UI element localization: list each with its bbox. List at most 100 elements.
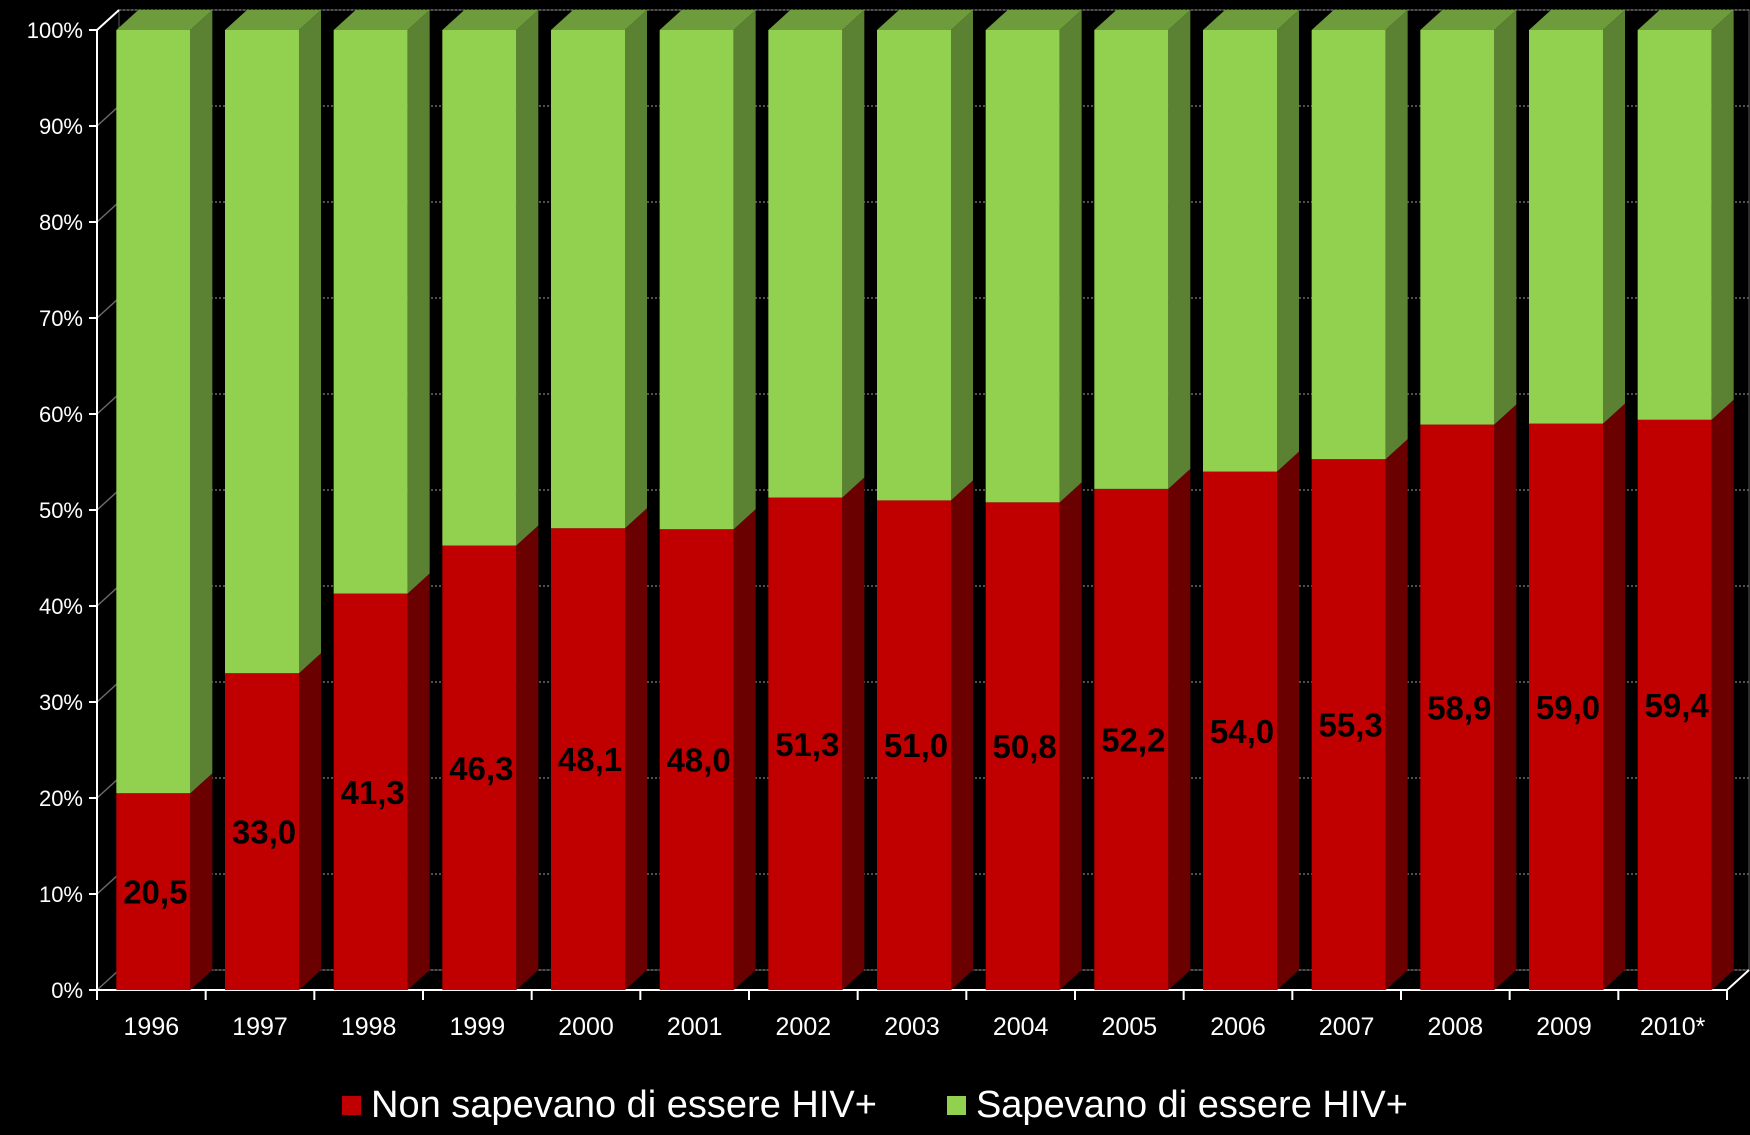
bar-red-side [1603, 403, 1625, 991]
bar-red [1637, 419, 1712, 990]
bar-red-side [1059, 482, 1082, 990]
y-axis-depth-line [96, 9, 120, 31]
data-label: 55,3 [1319, 707, 1383, 744]
bar-stack [1637, 10, 1734, 990]
data-label: 51,3 [775, 726, 839, 763]
bar-red [877, 500, 951, 990]
bar-stack [551, 10, 647, 990]
gridline-side [96, 969, 120, 991]
legend-label-aware: Sapevano di essere HIV+ [975, 1083, 1408, 1126]
x-tick-label: 2004 [993, 1013, 1049, 1041]
data-label: 50,8 [993, 728, 1057, 765]
bar-green [442, 30, 517, 546]
bar-stack [985, 10, 1082, 990]
bar-green [1637, 30, 1712, 420]
bar-red [659, 529, 734, 990]
bar-green-side [407, 10, 430, 594]
bar-green-top [1637, 10, 1734, 30]
x-tick-label: 2001 [667, 1013, 723, 1041]
bar-stack [1094, 10, 1191, 990]
gridline-side [96, 873, 120, 895]
x-tick-label: 2008 [1428, 1013, 1484, 1041]
bar-red [442, 545, 517, 990]
gridline-side [96, 105, 120, 127]
y-tick-label: 40% [39, 594, 83, 619]
bar-red [551, 528, 625, 990]
y-tick-label: 60% [39, 402, 83, 427]
bar-green-top [1420, 10, 1517, 30]
bar-green-side [951, 10, 973, 501]
x-tick-label: 2005 [1102, 1013, 1158, 1041]
legend-item-unaware: Non sapevano di essere HIV+ [342, 1084, 877, 1127]
bar-stack [1203, 10, 1299, 991]
bar-stack [877, 10, 973, 990]
y-tick-label: 10% [39, 882, 83, 907]
data-labels: 20,5 33,0 41,3 46,3 48,1 48,0 51,3 51,0 50,8 52,2… [123, 687, 1709, 911]
bar-green [1311, 30, 1386, 460]
x-tick-label: 1996 [124, 1013, 180, 1041]
bar-red-side [299, 653, 321, 990]
bar-red [985, 502, 1060, 990]
bar-green-side [1603, 10, 1625, 424]
y-tick-label: 90% [39, 114, 83, 139]
bar-green-top [116, 10, 213, 30]
bar-stack [442, 10, 539, 990]
bar-green-side [516, 10, 539, 546]
x-tick-label: 2009 [1536, 1013, 1592, 1041]
bar-green-side [1711, 10, 1734, 420]
bar-green-side [1385, 10, 1408, 460]
y-tick-label: 50% [39, 498, 83, 523]
y-tick-label: 80% [39, 210, 83, 235]
x-tick-label: 2000 [558, 1013, 614, 1041]
bar-stack [225, 10, 321, 990]
bar-red [333, 593, 408, 990]
bar-stack [1529, 10, 1625, 991]
bar-green [551, 30, 625, 529]
bar-green [225, 30, 299, 674]
bar-red-side [1494, 404, 1517, 990]
bar-stack [659, 10, 756, 990]
bar-red-side [1168, 468, 1191, 990]
bars [116, 10, 1734, 991]
bar-red [1203, 471, 1277, 991]
y-tick-label: 30% [39, 690, 83, 715]
bar-green [333, 30, 408, 594]
gridline-side [96, 201, 120, 223]
bar-green [1203, 30, 1277, 472]
data-label: 48,0 [667, 742, 731, 779]
bar-green-side [1277, 10, 1299, 472]
data-label: 51,0 [884, 727, 948, 764]
bar-green-top [551, 10, 647, 30]
x-tick-label: 1998 [341, 1013, 397, 1041]
bar-green-top [1203, 10, 1299, 30]
bar-green [768, 30, 843, 498]
x-tick-label: 2007 [1319, 1013, 1375, 1041]
bar-green-side [625, 10, 647, 529]
bar-green-side [1168, 10, 1191, 489]
bar-stack [116, 10, 213, 990]
bar-green [116, 30, 191, 794]
bar-red [1420, 424, 1495, 990]
data-label: 58,9 [1427, 689, 1491, 726]
data-label: 59,4 [1645, 687, 1710, 724]
data-label: 59,0 [1536, 689, 1600, 726]
y-axis-ticks: 0% 10% 20% 30% 40% 50% 60% 70% 80% 90% 100% [27, 18, 97, 1003]
legend-label-unaware: Non sapevano di essere HIV+ [371, 1083, 877, 1126]
bar-green-top [768, 10, 865, 30]
data-label: 41,3 [341, 774, 405, 811]
bar-stack [1311, 10, 1408, 990]
stacked-bar-chart: 0% 10% 20% 30% 40% 50% 60% 70% 80% 90% 100% 20,5 33… [27, 9, 1750, 1041]
data-label: 48,1 [558, 741, 622, 778]
bar-green-top [333, 10, 430, 30]
gridline-side [96, 777, 120, 799]
bar-green [1420, 30, 1495, 425]
bar-green-side [1059, 10, 1082, 503]
bar-green [877, 30, 951, 501]
bar-red-side [1277, 451, 1299, 991]
bar-green-top [877, 10, 973, 30]
x-tick-label: 2003 [884, 1013, 940, 1041]
gridline-side [96, 585, 120, 607]
bar-green-side [299, 10, 321, 674]
bar-green-side [733, 10, 756, 530]
x-tick-label: 2002 [776, 1013, 832, 1041]
